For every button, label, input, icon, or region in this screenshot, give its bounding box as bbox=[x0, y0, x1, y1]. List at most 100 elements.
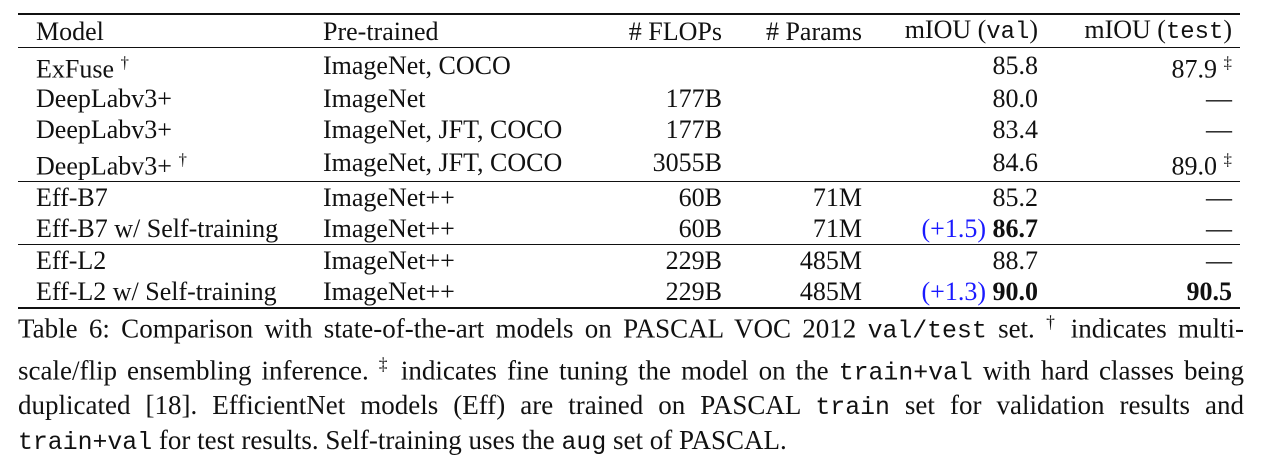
miou-value: 84.6 bbox=[992, 148, 1039, 178]
miou-value: 86.7 bbox=[992, 213, 1039, 243]
flops-cell: 60B bbox=[600, 181, 730, 213]
flops-cell: 229B bbox=[600, 244, 730, 276]
flops: 3055B bbox=[652, 148, 722, 178]
miou-val-cell: 84.6 bbox=[870, 145, 1046, 181]
flops: 229B bbox=[665, 276, 722, 306]
table-row: DeepLabv3+ † ImageNet, JFT, COCO 3055B 84.6… bbox=[18, 145, 1240, 181]
miou-val-cell: (+1.5) 86.7 bbox=[870, 213, 1046, 245]
table-header: Model Pre-trained # FLOPs # Params mIOU (val… bbox=[18, 14, 1240, 48]
params: 485M bbox=[799, 245, 862, 275]
table-row: Eff-L2 ImageNet++ 229B 485M 88.7 — bbox=[18, 244, 1240, 276]
text: set for validation results and bbox=[889, 390, 1244, 421]
miou-value: 87.9 bbox=[1171, 54, 1218, 84]
footnote-mark: ‡ bbox=[1223, 150, 1232, 170]
table-row: ExFuse † ImageNet, COCO 85.8 87.9 ‡ bbox=[18, 48, 1240, 84]
miou-test-cell: 89.0 ‡ bbox=[1046, 145, 1240, 181]
miou-val-cell: 85.8 bbox=[870, 48, 1046, 84]
footnote-mark: † bbox=[178, 150, 187, 170]
text: set. bbox=[986, 313, 1047, 344]
code-text: test bbox=[1165, 19, 1224, 46]
table-row: Eff-L2 w/ Self-training ImageNet++ 229B 485… bbox=[18, 276, 1240, 308]
pretrained: ImageNet++ bbox=[323, 245, 455, 275]
miou-val-cell: 80.0 bbox=[870, 83, 1046, 114]
miou-test-cell: — bbox=[1046, 83, 1240, 114]
params-cell: 71M bbox=[730, 213, 870, 245]
miou-val-cell: 85.2 bbox=[870, 181, 1046, 213]
miou-value: 89.0 bbox=[1171, 151, 1218, 181]
column-header: # FLOPs bbox=[600, 14, 730, 48]
miou-val-cell: 83.4 bbox=[870, 114, 1046, 145]
table-row: Eff-B7 w/ Self-training ImageNet++ 60B 71M (… bbox=[18, 213, 1240, 245]
miou-test-cell: 90.5 bbox=[1046, 276, 1240, 308]
row-group: ExFuse † ImageNet, COCO 85.8 87.9 ‡ DeepLabv… bbox=[18, 48, 1240, 182]
miou-value: 85.2 bbox=[992, 182, 1039, 212]
model-name: DeepLabv3+ bbox=[36, 84, 172, 114]
miou-value: 90.0 bbox=[992, 276, 1039, 306]
miou-value: 80.0 bbox=[992, 84, 1039, 114]
gain: (+1.5) bbox=[921, 213, 986, 243]
miou-test-cell: — bbox=[1046, 213, 1240, 245]
text: for test results. Self-training uses the bbox=[152, 425, 562, 456]
model-name: DeepLabv3+ bbox=[36, 151, 172, 181]
flops-cell: 177B bbox=[600, 114, 730, 145]
code-text: train bbox=[815, 394, 890, 423]
column-header: mIOU (val) bbox=[870, 14, 1046, 48]
flops: 60B bbox=[678, 213, 722, 243]
text: # Params bbox=[765, 16, 862, 46]
flops-cell: 177B bbox=[600, 83, 730, 114]
row-group: Eff-B7 ImageNet++ 60B 71M 85.2— Eff-B7 w/ Sel… bbox=[18, 181, 1240, 245]
flops: 177B bbox=[665, 115, 722, 145]
text: mIOU ( bbox=[1084, 15, 1166, 44]
column-header: mIOU (test) bbox=[1046, 14, 1240, 48]
miou-value: 85.8 bbox=[992, 51, 1039, 81]
header-row: Model Pre-trained # FLOPs # Params mIOU (val… bbox=[18, 14, 1240, 48]
text: Table 6: Comparison with state-of-the-ar… bbox=[18, 313, 868, 344]
params-cell: 485M bbox=[730, 244, 870, 276]
miou-value: 90.5 bbox=[1186, 276, 1233, 306]
miou-test-cell: — bbox=[1046, 244, 1240, 276]
pretrained-cell: ImageNet++ bbox=[315, 276, 600, 308]
model-name: ExFuse bbox=[36, 54, 114, 84]
pretrained: ImageNet++ bbox=[323, 182, 455, 212]
model-cell: DeepLabv3+ bbox=[18, 114, 315, 145]
column-header: Pre-trained bbox=[315, 14, 600, 48]
model-cell: ExFuse † bbox=[18, 48, 315, 84]
model-name: DeepLabv3+ bbox=[36, 115, 172, 145]
pretrained-cell: ImageNet++ bbox=[315, 181, 600, 213]
model-cell: Eff-L2 bbox=[18, 244, 315, 276]
gain: (+1.3) bbox=[921, 276, 986, 306]
model-cell: Eff-B7 bbox=[18, 181, 315, 213]
model-cell: Eff-B7 w/ Self-training bbox=[18, 213, 315, 245]
model-cell: DeepLabv3+ bbox=[18, 83, 315, 114]
text: ) bbox=[1029, 15, 1038, 44]
pretrained: ImageNet, COCO bbox=[323, 51, 511, 81]
table-row: DeepLabv3+ ImageNet 177B 80.0 — bbox=[18, 83, 1240, 114]
pretrained: ImageNet, JFT, COCO bbox=[323, 148, 563, 178]
pretrained-cell: ImageNet, COCO bbox=[315, 48, 600, 84]
pretrained-cell: ImageNet bbox=[315, 83, 600, 114]
model-name: Eff-B7 bbox=[36, 182, 108, 212]
params: 71M bbox=[812, 213, 862, 243]
text: Pre-trained bbox=[323, 16, 439, 46]
model-name: Eff-L2 w/ Self-training bbox=[36, 276, 277, 306]
text: set of PASCAL. bbox=[606, 425, 787, 456]
pretrained: ImageNet++ bbox=[323, 276, 455, 306]
params-cell bbox=[730, 114, 870, 145]
model-cell: Eff-L2 w/ Self-training bbox=[18, 276, 315, 308]
miou-test-cell: — bbox=[1046, 114, 1240, 145]
miou-value: — bbox=[1206, 182, 1232, 212]
text: indicates multi-scale/flip ensembling in… bbox=[18, 313, 1245, 386]
model-name: Eff-B7 w/ Self-training bbox=[36, 213, 279, 243]
params-cell: 71M bbox=[730, 181, 870, 213]
sup-text: ‡ bbox=[378, 353, 391, 374]
code-text: aug bbox=[561, 429, 607, 458]
flops: 177B bbox=[665, 84, 722, 114]
flops: 60B bbox=[678, 182, 722, 212]
params-cell bbox=[730, 83, 870, 114]
flops-cell bbox=[600, 48, 730, 84]
code-text: val/test bbox=[867, 317, 987, 346]
model-cell: DeepLabv3+ † bbox=[18, 145, 315, 181]
miou-value: 83.4 bbox=[992, 115, 1039, 145]
results-table: Model Pre-trained # FLOPs # Params mIOU (val… bbox=[18, 13, 1240, 309]
